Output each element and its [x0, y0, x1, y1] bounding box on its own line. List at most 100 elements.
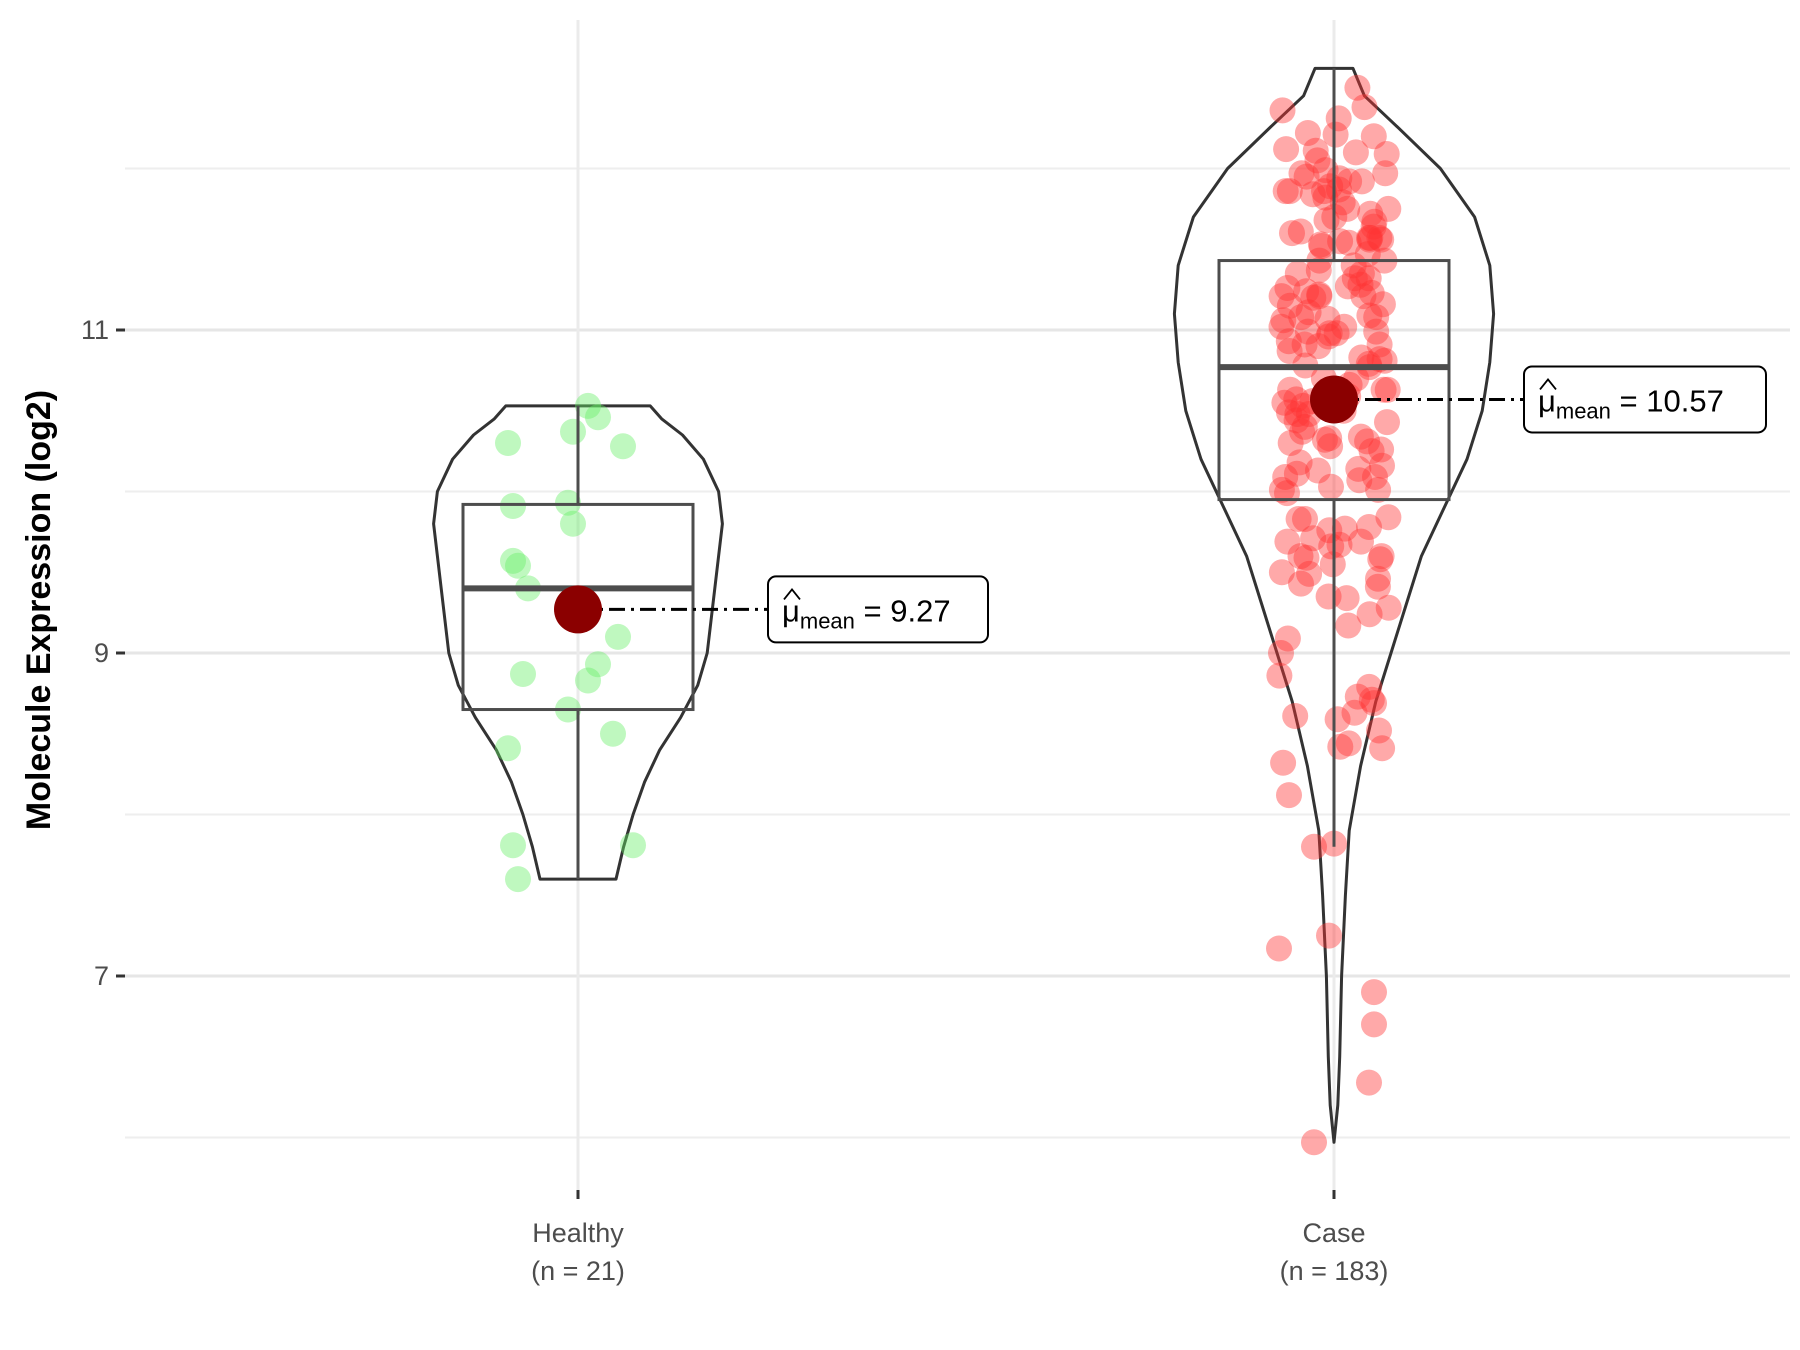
data-point-healthy	[500, 547, 526, 574]
data-point-case	[1360, 213, 1387, 240]
data-point-healthy	[610, 433, 636, 460]
data-point-case	[1283, 460, 1310, 487]
data-point-case	[1344, 74, 1371, 101]
data-point-case	[1345, 455, 1372, 482]
y-tick-label: 7	[94, 961, 109, 991]
data-point-healthy	[600, 720, 626, 747]
data-point-case	[1356, 226, 1383, 253]
data-point-case	[1316, 517, 1343, 544]
data-point-case	[1279, 220, 1305, 247]
data-point-case	[1307, 231, 1334, 258]
x-tick-sublabel: (n = 21)	[531, 1256, 625, 1286]
data-point-case	[1304, 147, 1331, 174]
data-point-case	[1375, 504, 1402, 531]
data-point-case	[1365, 476, 1392, 503]
data-point-case	[1334, 195, 1361, 222]
data-point-healthy	[560, 510, 586, 537]
x-tick-label: Case	[1302, 1218, 1365, 1248]
data-point-case	[1363, 304, 1390, 331]
data-point-case	[1306, 283, 1333, 310]
data-point-case	[1351, 94, 1378, 121]
data-point-case	[1270, 749, 1297, 776]
data-point-case	[1356, 673, 1383, 700]
data-point-case	[1269, 97, 1296, 124]
data-point-healthy	[585, 651, 611, 678]
data-point-case	[1317, 173, 1344, 200]
data-point-case	[1294, 318, 1321, 345]
data-point-case	[1293, 278, 1320, 305]
data-point-case	[1335, 612, 1362, 639]
data-point-case	[1361, 208, 1388, 235]
data-point-case	[1277, 430, 1304, 456]
data-point-case	[1290, 392, 1317, 419]
data-point-case	[1270, 307, 1297, 334]
data-point-case	[1291, 413, 1318, 440]
data-point-healthy	[495, 430, 521, 456]
y-axis: 7 9 11	[81, 315, 125, 991]
y-axis-title: Molecule Expression (log2)	[20, 390, 58, 830]
data-point-case	[1288, 160, 1315, 187]
data-point-case	[1284, 401, 1311, 427]
data-point-case	[1314, 305, 1341, 332]
data-point-case	[1284, 260, 1311, 287]
y-tick-label: 9	[94, 638, 109, 668]
data-point-case	[1325, 105, 1352, 132]
data-point-case	[1369, 735, 1396, 762]
data-point-case	[1273, 136, 1300, 163]
data-point-case	[1358, 279, 1385, 306]
x-tick-label: Healthy	[532, 1218, 624, 1248]
data-point-healthy	[575, 392, 601, 419]
data-point-case	[1294, 120, 1321, 146]
data-point-case	[1305, 257, 1332, 284]
data-point-case	[1341, 699, 1368, 726]
data-point-case	[1361, 979, 1387, 1006]
x-tick-sublabel: (n = 183)	[1280, 1256, 1389, 1286]
data-point-case	[1295, 299, 1322, 326]
data-point-healthy	[510, 661, 536, 687]
data-point-case	[1369, 291, 1396, 318]
data-point-case	[1356, 1069, 1382, 1096]
data-point-case	[1268, 559, 1295, 586]
data-point-case	[1357, 224, 1384, 251]
x-axis: Healthy (n = 21) Case (n = 183)	[531, 1190, 1388, 1286]
data-point-case	[1296, 560, 1323, 587]
data-point-case	[1347, 271, 1374, 298]
data-point-case	[1276, 178, 1303, 205]
data-point-case	[1347, 423, 1374, 450]
data-point-case	[1362, 464, 1388, 490]
data-point-case	[1348, 168, 1375, 195]
mean-label-text: μmean = 9.27	[782, 593, 951, 633]
data-point-case	[1368, 226, 1395, 253]
box-case	[1217, 259, 1451, 502]
data-point-case	[1356, 224, 1383, 251]
data-point-case	[1356, 601, 1383, 628]
data-point-case	[1331, 313, 1358, 340]
data-point-case	[1358, 438, 1385, 465]
data-point-case	[1368, 436, 1395, 463]
data-point-case	[1311, 426, 1338, 453]
data-point-case	[1355, 350, 1382, 377]
data-point-case	[1344, 683, 1371, 710]
data-point-case	[1365, 565, 1391, 592]
data-point-case	[1288, 304, 1315, 331]
data-point-case	[1287, 543, 1314, 570]
data-point-case	[1342, 139, 1369, 166]
data-point-case	[1375, 195, 1402, 222]
mean-markers: μmean = 9.27 μmean = 10.57	[554, 365, 1767, 644]
data-point-case	[1274, 275, 1301, 301]
data-point-case	[1285, 506, 1312, 532]
data-point-case	[1346, 467, 1373, 494]
data-point-case	[1268, 476, 1295, 503]
data-point-case	[1268, 640, 1294, 666]
data-point-healthy	[585, 404, 611, 431]
data-point-case	[1268, 313, 1295, 340]
data-point-case	[1327, 733, 1354, 760]
data-point-case	[1266, 935, 1292, 962]
data-point-case	[1360, 123, 1387, 150]
data-point-case	[1363, 318, 1390, 345]
data-point-case	[1300, 525, 1327, 552]
data-point-case	[1299, 181, 1326, 208]
data-point-case	[1348, 528, 1374, 555]
data-point-case	[1323, 320, 1350, 347]
data-point-case	[1276, 292, 1303, 319]
